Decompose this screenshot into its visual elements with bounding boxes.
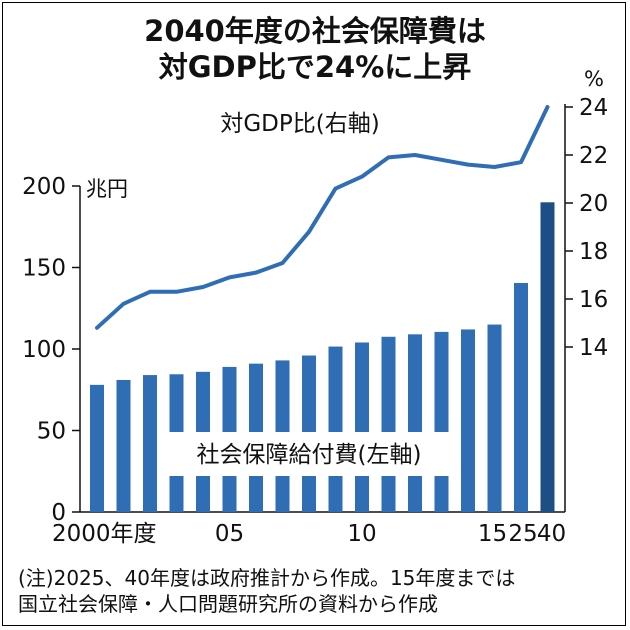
footnote-line2: 国立社会保障・人口問題研究所の資料から作成	[18, 592, 438, 616]
chart-title-line1: 2040年度の社会保障費は	[144, 14, 486, 48]
right-tick-label: 20	[579, 191, 608, 217]
bar-label-background	[168, 432, 450, 476]
line-point	[440, 158, 443, 161]
x-tick-label: 2000年度	[52, 521, 157, 547]
line-point	[493, 165, 496, 169]
chart-title-line2: 対GDP比で24%に上昇	[158, 50, 472, 84]
bar	[514, 282, 528, 512]
line-point	[122, 302, 125, 305]
line-point	[228, 276, 231, 279]
x-tick-label: 10	[347, 521, 376, 547]
bar	[434, 331, 449, 512]
line-point	[175, 290, 178, 293]
bar	[408, 334, 422, 512]
right-tick-label: 18	[579, 239, 608, 265]
left-tick-label: 50	[37, 419, 66, 445]
right-axis-unit: %	[584, 67, 604, 91]
x-tick-label: 15	[478, 521, 507, 547]
bar	[381, 336, 396, 512]
x-axis-ticks: 2000年度 05 10 15 25 40	[52, 521, 566, 547]
line-point	[334, 187, 337, 190]
left-axis-ticks: 0 50 100 150 200	[22, 174, 80, 526]
line-point	[254, 271, 258, 274]
x-tick-label: 05	[215, 521, 244, 547]
x-tick-label: 40	[537, 521, 566, 547]
line-point	[519, 161, 523, 164]
bar	[355, 342, 369, 512]
left-tick-label: 100	[22, 337, 66, 363]
right-tick-label: 24	[579, 95, 608, 121]
bar	[461, 329, 475, 512]
line-point	[387, 156, 390, 159]
line-point	[281, 261, 284, 265]
bar	[540, 202, 555, 513]
right-tick-label: 16	[579, 287, 608, 313]
line-point	[546, 105, 549, 109]
line-point	[360, 175, 364, 178]
line-point	[95, 326, 99, 329]
left-axis-unit: 兆円	[86, 177, 128, 201]
line-point	[148, 290, 152, 293]
footnote-line1: (注)2025、40年度は政府推計から作成。15年度までは	[18, 566, 516, 590]
bar-series-label: 社会保障給付費(左軸)	[197, 442, 422, 468]
bar	[116, 379, 131, 512]
x-tick-label: 25	[508, 521, 537, 547]
bar	[143, 375, 157, 512]
bar	[487, 324, 502, 512]
right-axis-ticks: 14 16 18 20 22 24	[565, 95, 608, 361]
bar	[90, 384, 104, 512]
line-point	[413, 153, 417, 157]
right-tick-label: 14	[579, 335, 608, 361]
line-path	[95, 105, 550, 330]
line-series	[95, 105, 550, 330]
bar	[328, 346, 343, 512]
line-point	[466, 163, 470, 166]
line-point	[307, 230, 311, 233]
left-tick-label: 200	[22, 174, 66, 200]
left-tick-label: 150	[22, 256, 66, 282]
line-series-label: 対GDP比(右軸)	[220, 111, 379, 137]
line-point	[201, 285, 205, 289]
right-tick-label: 22	[579, 143, 608, 169]
left-tick-label: 0	[51, 500, 66, 526]
